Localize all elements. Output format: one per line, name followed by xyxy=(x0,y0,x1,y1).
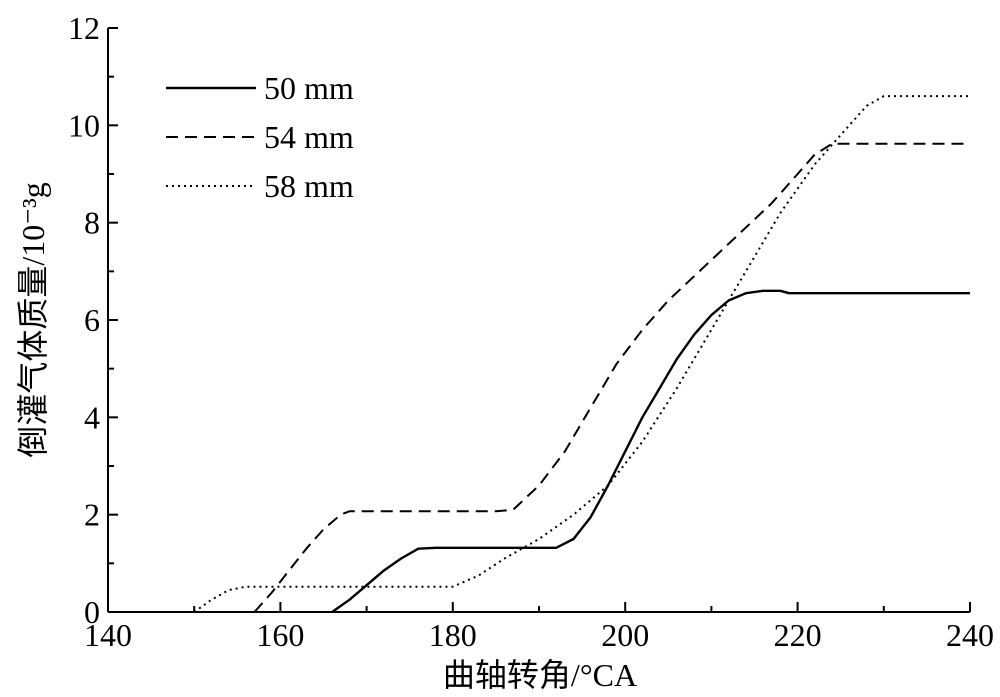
x-tick-label: 180 xyxy=(429,617,477,653)
x-tick-label: 140 xyxy=(84,617,132,653)
series-line-2 xyxy=(253,142,970,613)
x-tick-label: 240 xyxy=(946,617,994,653)
y-tick-label: 6 xyxy=(84,302,100,338)
series-line-1 xyxy=(331,289,970,613)
y-tick-label: 8 xyxy=(84,205,100,241)
legend-label-2: 54 mm xyxy=(264,119,354,155)
y-tick-label: 10 xyxy=(68,107,100,143)
legend-label-3: 58 mm xyxy=(264,168,354,204)
x-tick-label: 200 xyxy=(601,617,649,653)
y-axis-label: 倒灌气体质量/10⁻³g xyxy=(15,182,51,457)
legend-label-1: 50 mm xyxy=(264,70,354,106)
plot-area xyxy=(193,95,970,613)
y-tick-label: 12 xyxy=(68,10,100,46)
y-tick-label: 2 xyxy=(84,497,100,533)
x-tick-label: 220 xyxy=(774,617,822,653)
axes: 140 160 180 200 220 240 0 2 4 6 8 10 12 xyxy=(68,10,994,653)
x-tick-label: 160 xyxy=(256,617,304,653)
legend: 50 mm 54 mm 58 mm xyxy=(166,70,354,204)
y-tick-label: 4 xyxy=(84,399,100,435)
y-tick-label: 0 xyxy=(84,594,100,630)
x-axis-label: 曲轴转角/°CA xyxy=(443,657,637,693)
